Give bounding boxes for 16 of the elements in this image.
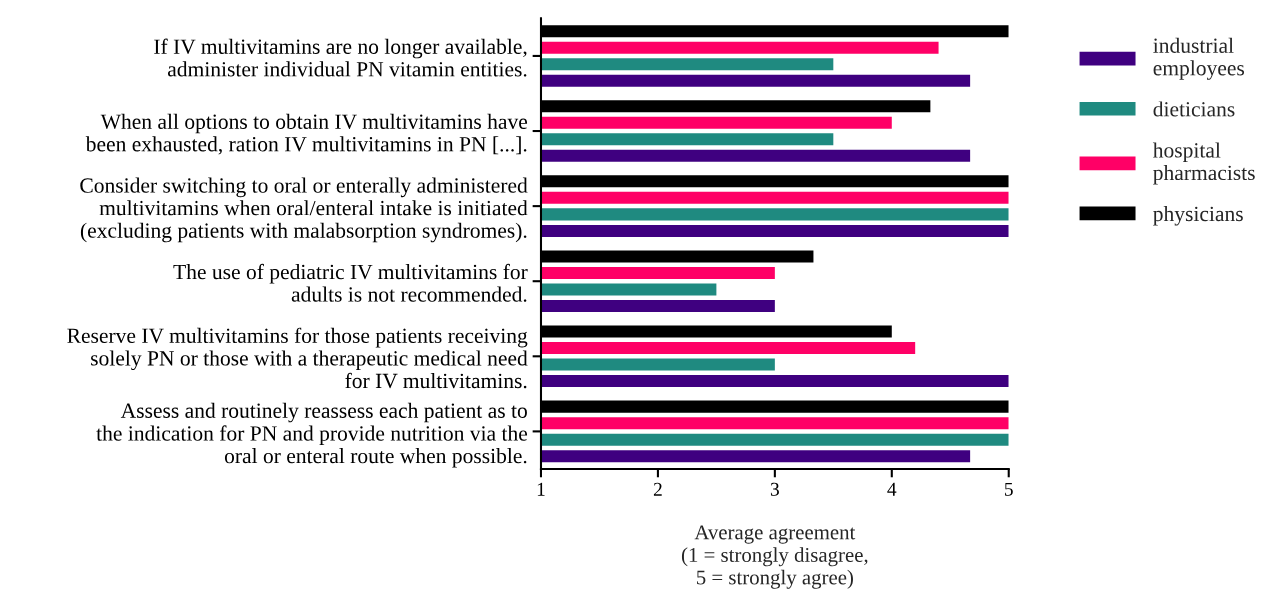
legend-label: hospital pharmacists [1152,142,1255,185]
legend-label: dieticians [1153,101,1235,117]
x-tick-label: 1 [537,482,545,496]
y-tick-label: When all options to obtain IV multivitamins have been exhausted, ration IV multivitamins in PN [...]. [85,113,528,155]
y-tick-label: If IV multivitamins are no longer available, administer individual PN vitamin entities. [154,38,527,77]
x-tick-label: 3 [770,482,779,496]
legend-label: industrial employees [1153,37,1245,80]
y-tick-label: Consider switching to oral or enterally administered multivitamins when oral/enteral intake is initiated (excluding patients with malabsorption syndromes). [80,177,528,243]
y-tick-label: Assess and routinely reassess each patient as to the indication for PN and provide nutrition via the oral or enteral route when possible. [96,402,528,468]
x-tick-label: 4 [887,482,897,496]
x-tick-label: 2 [653,482,662,496]
x-tick-label: 5 [1004,482,1013,496]
legend-label: physicians [1153,206,1243,226]
y-tick-label: The use of pediatric IV multivitamins for adults is not recommended. [173,263,528,302]
y-tick-label: Reserve IV multivitamins for those patients receiving solely PN or those with a therapeutic medical need for IV multivitamins. [67,327,528,389]
x-axis-title: Average agreement (1 = strongly disagree, 5 = strongly agree) [681,525,868,589]
